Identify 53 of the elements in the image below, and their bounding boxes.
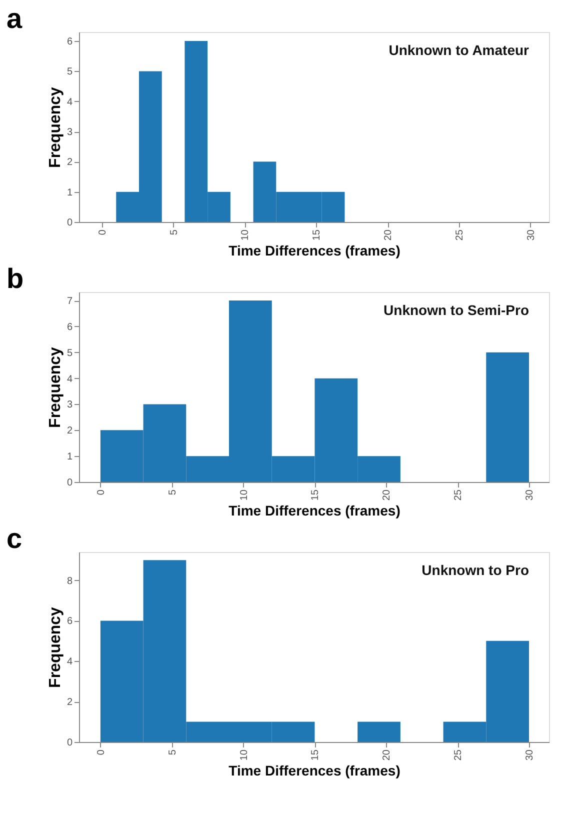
y-tick-label: 3: [66, 127, 73, 138]
y-axis-title: Frequency: [46, 606, 64, 688]
x-tick-label: 25: [454, 229, 466, 241]
x-tick-label: 15: [310, 489, 322, 501]
x-tick-label: 20: [382, 749, 393, 761]
y-tick-label: 1: [66, 187, 73, 198]
x-axis-title: Time Differences (frames): [228, 502, 400, 519]
y-tick-label: 1: [66, 452, 73, 463]
chart-title: b: [6, 263, 24, 294]
x-tick-label: 0: [97, 229, 108, 236]
annotation: Unknown to Semi-Pro: [384, 302, 529, 318]
y-tick-label: 0: [66, 218, 73, 228]
x-tick-label: 30: [526, 229, 537, 241]
y-axis-title: Frequency: [46, 346, 64, 428]
y-tick-label: 6: [66, 322, 73, 333]
y-tick-label: 2: [66, 157, 73, 168]
x-axis-title: Time Differences (frames): [228, 242, 400, 259]
y-axis-title: Frequency: [46, 86, 64, 168]
y-tick-label: 4: [66, 374, 73, 385]
y-tick-label: 0: [66, 478, 73, 488]
chart-title: a: [6, 3, 22, 34]
x-tick-label: 5: [167, 749, 178, 756]
annotation: Unknown to Amateur: [388, 42, 530, 58]
y-tick-label: 2: [66, 426, 73, 437]
y-tick-label: 7: [66, 296, 73, 308]
x-axis-title: Time Differences (frames): [228, 762, 400, 779]
x-tick-label: 30: [524, 489, 536, 501]
y-tick-label: 6: [66, 616, 73, 628]
y-tick-label: 5: [66, 66, 73, 78]
y-tick-label: 4: [66, 656, 73, 668]
y-tick-label: 4: [66, 96, 73, 108]
y-tick-label: 8: [66, 576, 73, 587]
x-tick-label: 20: [382, 489, 393, 501]
x-tick-label: 0: [96, 489, 107, 496]
x-tick-label: 25: [453, 489, 464, 501]
annotation: Unknown to Pro: [422, 562, 529, 578]
x-tick-label: 10: [240, 229, 252, 241]
x-tick-label: 15: [310, 749, 322, 761]
x-tick-label: 0: [96, 749, 107, 756]
x-tick-label: 30: [524, 749, 536, 761]
chart-title: c: [6, 523, 22, 554]
x-tick-label: 10: [238, 489, 250, 501]
y-tick-label: 0: [66, 738, 73, 748]
x-tick-label: 5: [168, 229, 180, 236]
y-tick-label: 2: [66, 697, 73, 708]
x-tick-label: 15: [312, 229, 323, 241]
y-tick-label: 5: [66, 348, 73, 359]
y-tick-label: 3: [66, 400, 73, 411]
x-tick-label: 25: [453, 749, 464, 761]
x-tick-label: 10: [238, 749, 250, 761]
x-tick-label: 20: [383, 229, 394, 241]
x-tick-label: 5: [167, 489, 178, 496]
y-tick-label: 6: [66, 36, 73, 48]
